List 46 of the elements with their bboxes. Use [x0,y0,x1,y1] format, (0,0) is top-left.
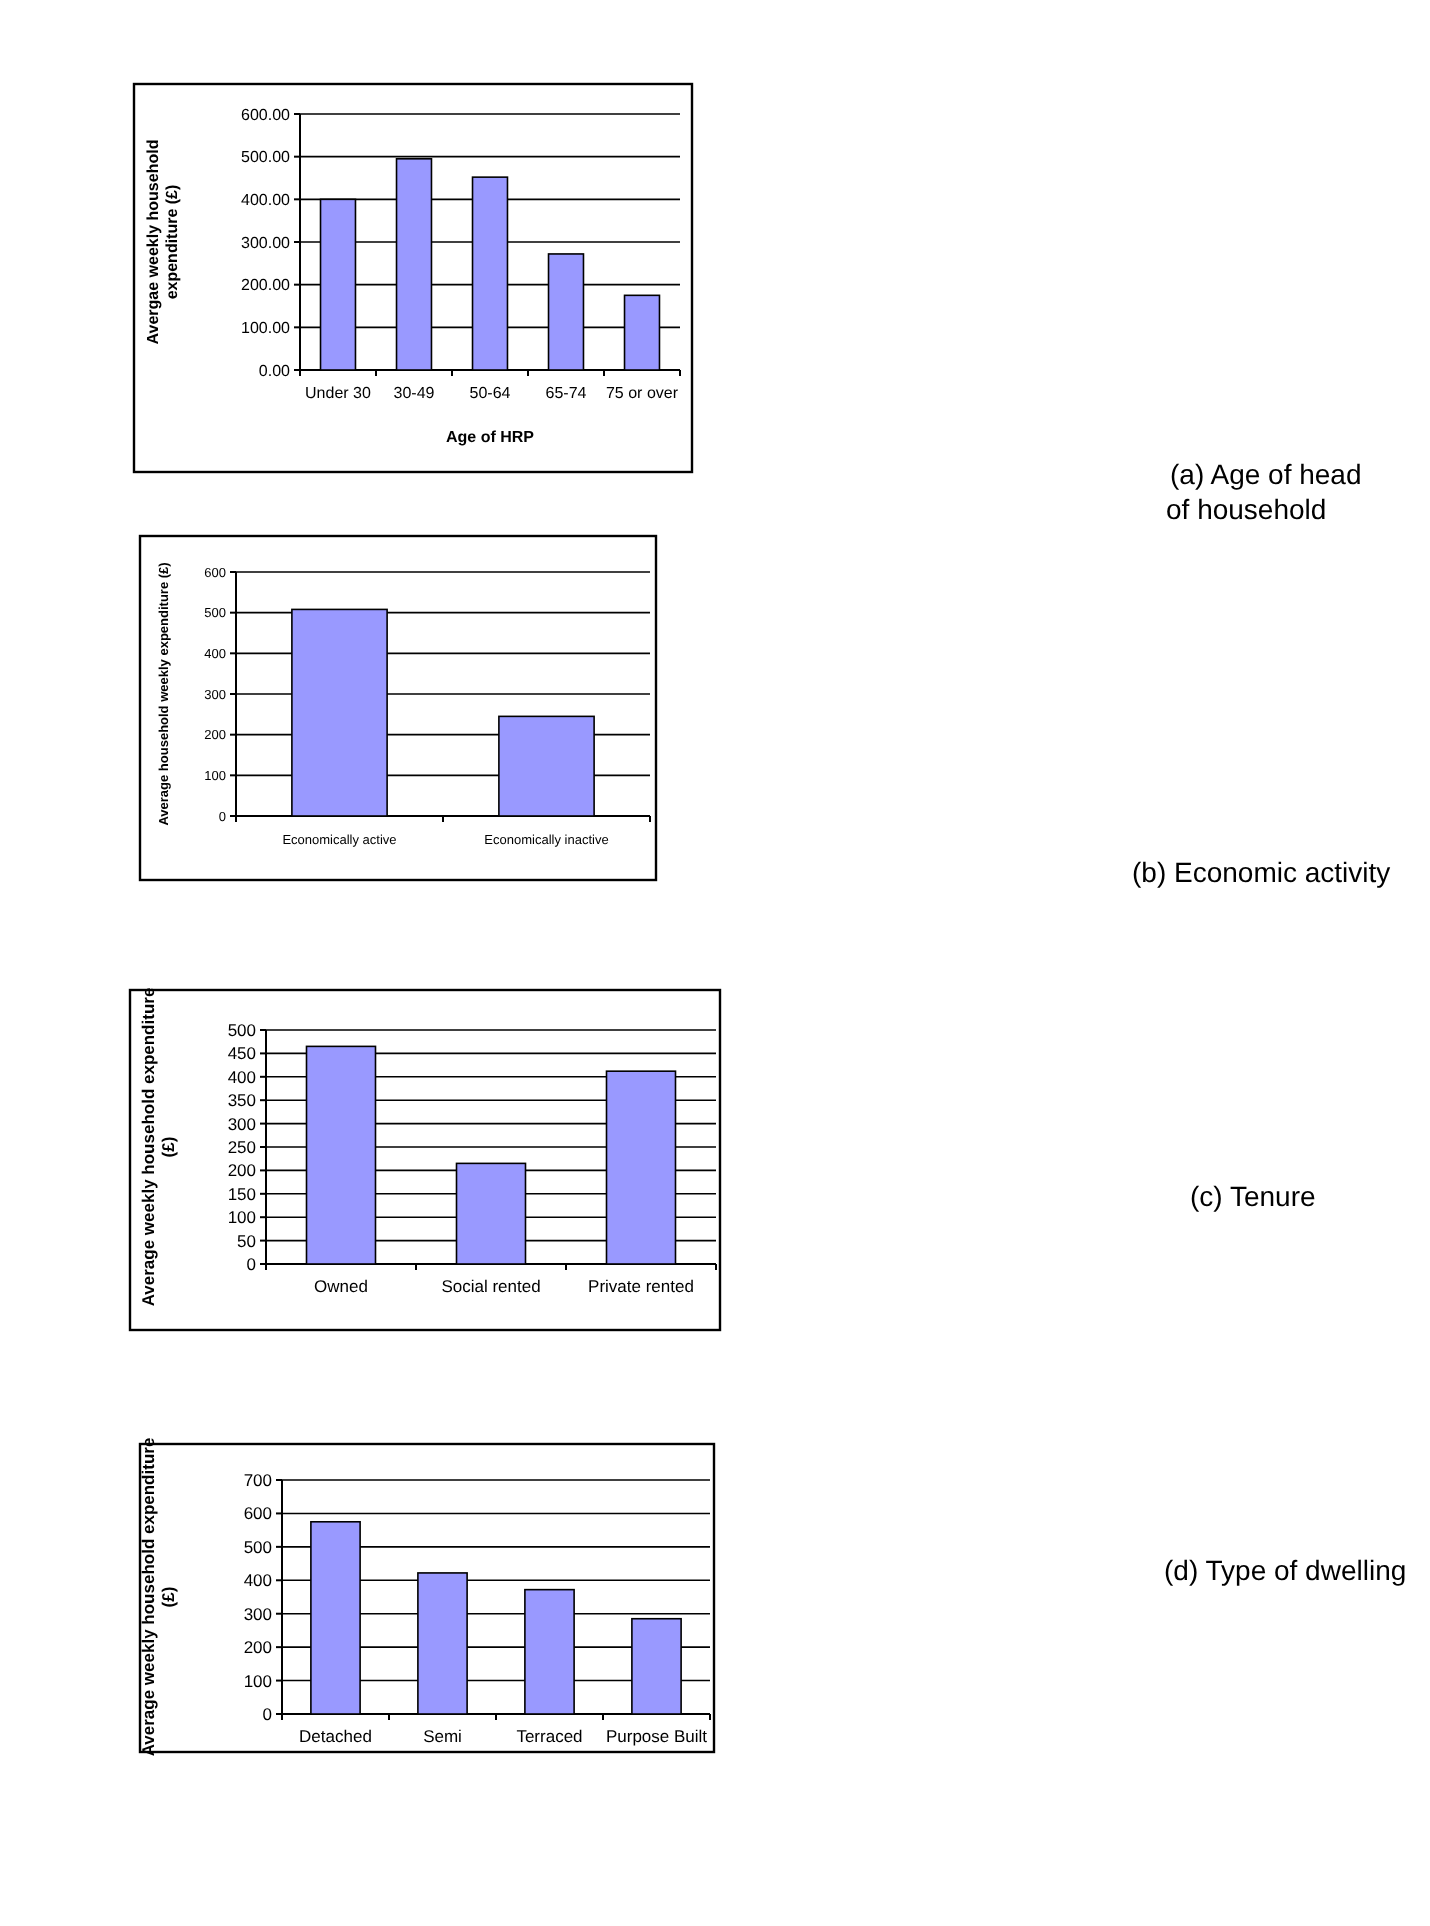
y-tick-label: 700 [243,1469,273,1490]
x-tick-label: 30-49 [393,384,436,402]
y-tick-label: 600.00 [241,105,292,124]
y-tick-label: 150 [227,1183,257,1204]
y-tick-label: 100 [227,1207,257,1228]
x-tick-label: Terraced [516,1726,584,1746]
x-tick-label: Under 30 [305,384,372,402]
y-tick-label: 0 [246,1253,257,1274]
y-tick-label: 200 [227,1160,257,1181]
y-tick-label: 500 [243,1536,273,1557]
x-tick-label: Private rented [588,1276,695,1296]
y-tick-label: 400 [227,1066,257,1087]
text: (d) Type of dwelling [1164,1554,1407,1586]
y-axis-title: Average weekly household expenditure (£) [138,1437,179,1757]
x-tick-label: 75 or over [605,384,679,402]
x-tick-label: Detached [299,1726,373,1746]
y-tick-label: 300 [227,1113,257,1134]
x-tick-label: Semi [423,1726,463,1746]
text: (c) Tenure [1190,1180,1316,1212]
text: (b) Economic activity [1132,856,1391,888]
y-axis-title: Average weekly household expenditure (£) [138,987,179,1307]
y-tick-label: 50 [237,1230,257,1251]
y-tick-label: 200 [243,1637,273,1658]
y-tick-label: 250 [227,1136,257,1157]
x-tick-label: 50-64 [469,384,512,402]
y-tick-label: 200.00 [241,276,292,295]
x-tick-label: Purpose Built [605,1726,709,1746]
y-tick-label: 500 [227,1019,257,1040]
y-tick-label: 300.00 [241,233,292,252]
y-tick-label: 400 [243,1570,273,1591]
y-tick-label: 0.00 [258,361,292,380]
y-tick-label: 300 [243,1603,273,1624]
y-tick-label: 450 [227,1043,257,1064]
y-tick-label: 500.00 [241,148,292,167]
y-tick-label: 350 [227,1090,257,1111]
x-tick-label: Owned [314,1276,369,1296]
x-tick-label: 65-74 [545,384,588,402]
y-tick-label: 100.00 [241,318,292,337]
y-tick-label: 400.00 [241,190,292,209]
y-tick-label: 0 [262,1703,273,1724]
text: (a) Age of head of household [1166,458,1362,525]
x-axis-title: Age of HRP [446,428,536,446]
y-tick-label: 100 [243,1670,273,1691]
y-tick-label: 600 [243,1503,273,1524]
y-axis-title: Avergae weekly household expenditure (£) [144,139,182,345]
x-tick-label: Social rented [441,1276,542,1296]
